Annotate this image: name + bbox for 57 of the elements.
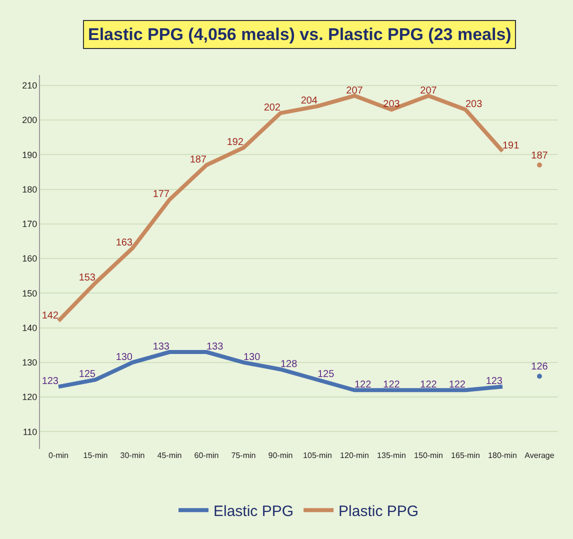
data-label: 122 (383, 380, 400, 391)
data-label: 126 (531, 362, 548, 373)
data-label: 207 (420, 85, 438, 96)
data-label: 163 (116, 238, 133, 249)
data-label: 122 (420, 380, 438, 391)
y-tick-label: 200 (22, 115, 38, 126)
data-label: 133 (152, 342, 170, 353)
x-tick-label: 90-min (268, 451, 293, 460)
y-tick-label: 210 (22, 80, 38, 91)
data-label: 122 (354, 380, 372, 391)
data-label: 187 (190, 154, 207, 166)
line-series (56, 94, 504, 323)
x-tick-label: 180-min (488, 451, 517, 460)
x-tick-label: 150-min (414, 451, 443, 460)
data-label: 142 (42, 310, 59, 322)
y-tick-label: 170 (22, 219, 38, 230)
y-tick-label: 130 (22, 358, 38, 368)
data-label: 125 (318, 369, 335, 380)
legend-label: Elastic PPG (214, 502, 294, 520)
y-tick-label: 180 (22, 184, 38, 194)
data-label: 202 (264, 102, 281, 114)
data-label: 128 (280, 358, 298, 370)
data-label: 123 (42, 376, 59, 388)
x-tick-label: 120-min (340, 451, 369, 460)
x-tick-label: 0-min (48, 451, 69, 460)
data-label: 122 (448, 380, 466, 391)
data-label: 130 (244, 352, 261, 363)
x-tick-label: 105-min (303, 451, 332, 460)
data-label: 133 (206, 342, 224, 353)
data-label: 123 (486, 376, 503, 388)
y-tick-label: 110 (22, 426, 38, 437)
data-label: 125 (78, 369, 96, 380)
y-tick-label: 160 (22, 254, 38, 264)
x-tick-label: 15-min (83, 451, 108, 460)
data-label: 177 (152, 189, 170, 200)
chart-title: Elastic PPG (4,056 meals) vs. Plastic PPG (23 meals) (88, 25, 512, 44)
data-label: 153 (78, 272, 96, 284)
data-label: 204 (300, 96, 318, 107)
x-tick-label: 45-min (157, 451, 182, 460)
data-label: 203 (466, 99, 483, 110)
data-label: 191 (502, 140, 520, 152)
data-label: 192 (226, 137, 244, 148)
line-series (56, 350, 504, 392)
x-tick-label: 135-min (377, 451, 406, 460)
data-label: 207 (346, 85, 364, 96)
data-label: 130 (116, 352, 133, 363)
y-tick-label: 190 (22, 150, 38, 160)
x-tick-label: 75-min (231, 451, 256, 460)
data-label: 187 (531, 150, 548, 162)
legend-label: Plastic PPG (338, 502, 419, 520)
y-tick-label: 140 (22, 322, 38, 333)
x-tick-label: 30-min (120, 451, 145, 460)
x-tick-label: Average (524, 451, 555, 460)
x-tick-label: 165-min (451, 451, 480, 460)
x-tick-label: 60-min (194, 451, 219, 460)
y-tick-label: 150 (22, 288, 38, 298)
y-tick-label: 120 (22, 392, 38, 402)
